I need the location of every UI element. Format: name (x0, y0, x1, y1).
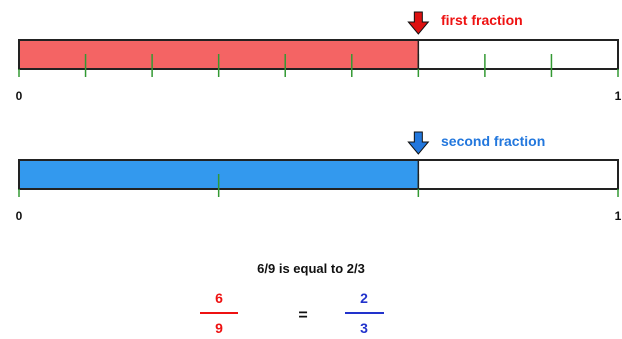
first-fraction-arrow-icon[interactable] (407, 11, 430, 35)
equals-sign: = (298, 307, 307, 324)
first-fraction-bar-group: first fraction 0 1 (16, 11, 622, 103)
second-fraction-label: second fraction (441, 133, 545, 149)
first-fraction-ticks (18, 40, 619, 77)
second-fraction-ticks (18, 160, 619, 197)
first-fraction-start-label: 0 (16, 89, 23, 103)
equivalence-statement: 6/9 is equal to 2/3 (257, 261, 365, 276)
right-denominator: 3 (360, 320, 368, 336)
second-fraction-bar-group: second fraction 0 1 (16, 131, 622, 223)
second-fraction-end-label: 1 (615, 209, 622, 223)
first-fraction-end-label: 1 (615, 89, 622, 103)
second-fraction-start-label: 0 (16, 209, 23, 223)
left-denominator: 9 (215, 320, 223, 336)
first-fraction-label: first fraction (441, 12, 523, 28)
second-fraction-arrow-icon[interactable] (407, 131, 430, 155)
left-numerator: 6 (215, 290, 223, 306)
fraction-equation: 6 9 = 2 3 (200, 290, 384, 336)
arrow-down-icon[interactable] (407, 131, 430, 155)
right-numerator: 2 (360, 290, 368, 306)
arrow-down-icon[interactable] (407, 11, 430, 35)
